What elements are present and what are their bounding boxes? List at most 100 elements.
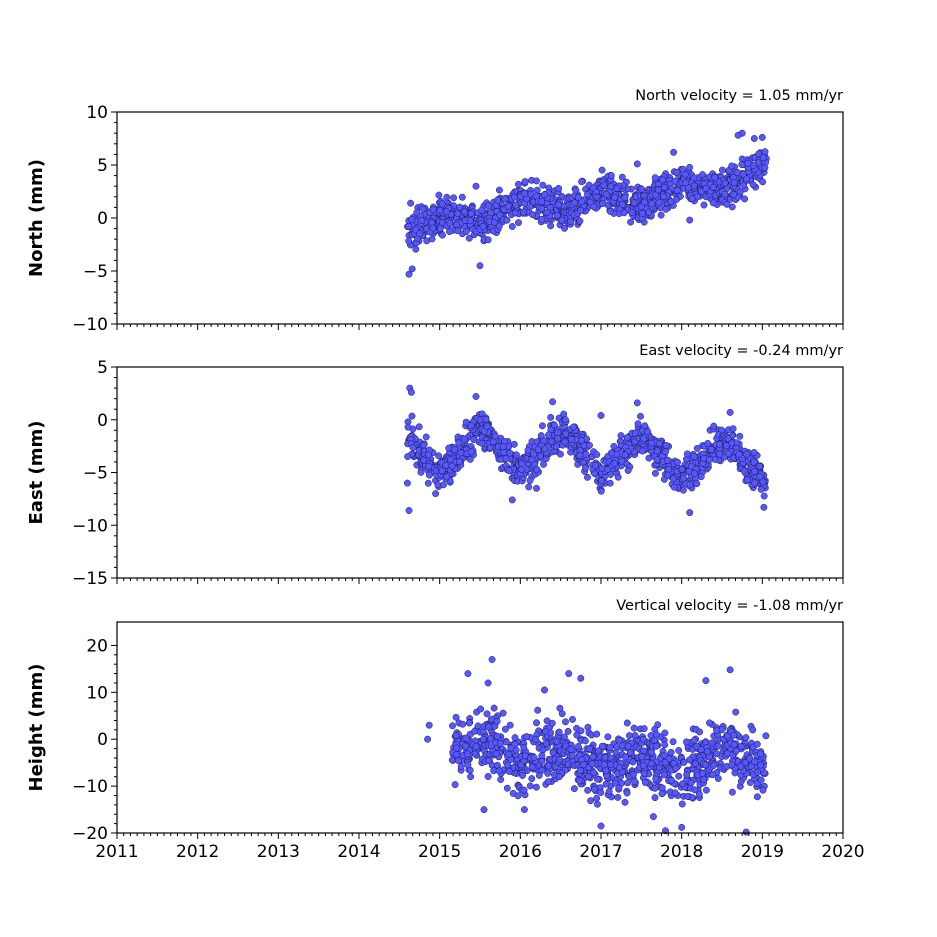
data-point	[520, 744, 528, 752]
data-point	[730, 190, 738, 198]
data-point	[634, 420, 642, 428]
data-point	[535, 771, 543, 779]
data-point	[629, 771, 637, 779]
data-point	[521, 190, 529, 197]
data-point-outlier	[678, 823, 686, 831]
data-point	[714, 775, 722, 782]
data-point	[707, 446, 715, 453]
data-point	[530, 450, 538, 458]
data-point	[460, 435, 468, 443]
data-point	[757, 485, 765, 493]
data-point	[755, 150, 763, 158]
data-point	[754, 768, 761, 776]
data-point	[438, 200, 446, 208]
data-point	[610, 460, 618, 468]
data-point	[638, 185, 646, 193]
data-point	[597, 487, 605, 495]
data-point	[653, 447, 661, 455]
data-point	[659, 176, 667, 184]
data-point	[738, 161, 746, 169]
data-point	[614, 793, 622, 801]
data-point	[504, 202, 512, 210]
data-point	[443, 473, 451, 481]
data-point	[574, 743, 582, 751]
data-point	[511, 193, 518, 201]
data-point-outlier	[533, 484, 540, 492]
data-point	[459, 720, 467, 728]
data-point	[582, 450, 590, 458]
data-point	[680, 474, 688, 482]
data-point	[412, 245, 420, 253]
plot-frame-east	[116, 366, 844, 579]
y-tick-label: −10	[72, 516, 108, 536]
data-point	[605, 787, 613, 795]
data-point	[606, 207, 614, 215]
data-point	[638, 210, 646, 217]
data-point	[751, 467, 759, 475]
data-point	[576, 777, 584, 785]
data-point	[510, 440, 518, 448]
data-point	[483, 422, 491, 430]
data-point	[627, 218, 635, 226]
data-point	[761, 148, 769, 156]
data-point	[688, 195, 696, 203]
data-point	[729, 425, 737, 433]
data-point	[721, 190, 729, 198]
data-point	[533, 186, 541, 194]
data-point	[533, 719, 540, 727]
data-point	[576, 452, 584, 460]
data-point	[684, 792, 692, 800]
data-point	[671, 789, 679, 797]
data-point	[460, 208, 468, 216]
data-point-outlier	[472, 393, 480, 400]
data-point-outlier	[488, 656, 496, 663]
data-point	[740, 467, 748, 475]
data-point	[572, 186, 580, 194]
data-point	[667, 748, 675, 756]
data-point	[757, 776, 765, 784]
data-point	[631, 778, 639, 786]
data-point	[730, 179, 738, 187]
data-point	[445, 444, 453, 452]
data-point	[652, 742, 660, 750]
data-point	[630, 199, 638, 207]
data-point	[467, 448, 475, 456]
data-point	[623, 719, 631, 727]
data-point	[733, 169, 741, 176]
data-point	[581, 737, 589, 745]
y-tick-label: −10	[72, 777, 108, 797]
data-point	[462, 742, 470, 750]
data-point	[463, 750, 471, 758]
data-point-outlier	[597, 412, 605, 419]
data-point	[710, 761, 718, 769]
data-point	[713, 727, 721, 735]
data-point	[478, 206, 486, 214]
data-point	[584, 473, 591, 481]
data-point	[602, 767, 610, 775]
x-tick-label: 2013	[257, 842, 300, 862]
data-point	[630, 724, 638, 732]
y-tick-label: −20	[72, 824, 108, 844]
data-point	[556, 756, 563, 764]
data-point	[584, 723, 592, 731]
data-point	[621, 451, 629, 459]
y-tick-label: 20	[86, 636, 108, 656]
data-point	[470, 436, 478, 444]
data-point	[496, 211, 504, 219]
data-point	[538, 215, 546, 223]
data-point-outlier	[405, 270, 413, 278]
data-point	[687, 462, 695, 470]
data-point	[545, 431, 552, 439]
data-point	[521, 178, 529, 186]
data-point	[586, 745, 594, 753]
data-point	[607, 182, 615, 190]
data-point	[494, 196, 502, 204]
data-point	[716, 450, 724, 458]
data-point	[704, 439, 712, 447]
data-point	[641, 779, 649, 786]
data-point	[597, 789, 605, 796]
data-point	[613, 184, 621, 192]
data-point	[457, 449, 465, 457]
data-point	[570, 785, 578, 793]
data-point	[536, 452, 544, 460]
